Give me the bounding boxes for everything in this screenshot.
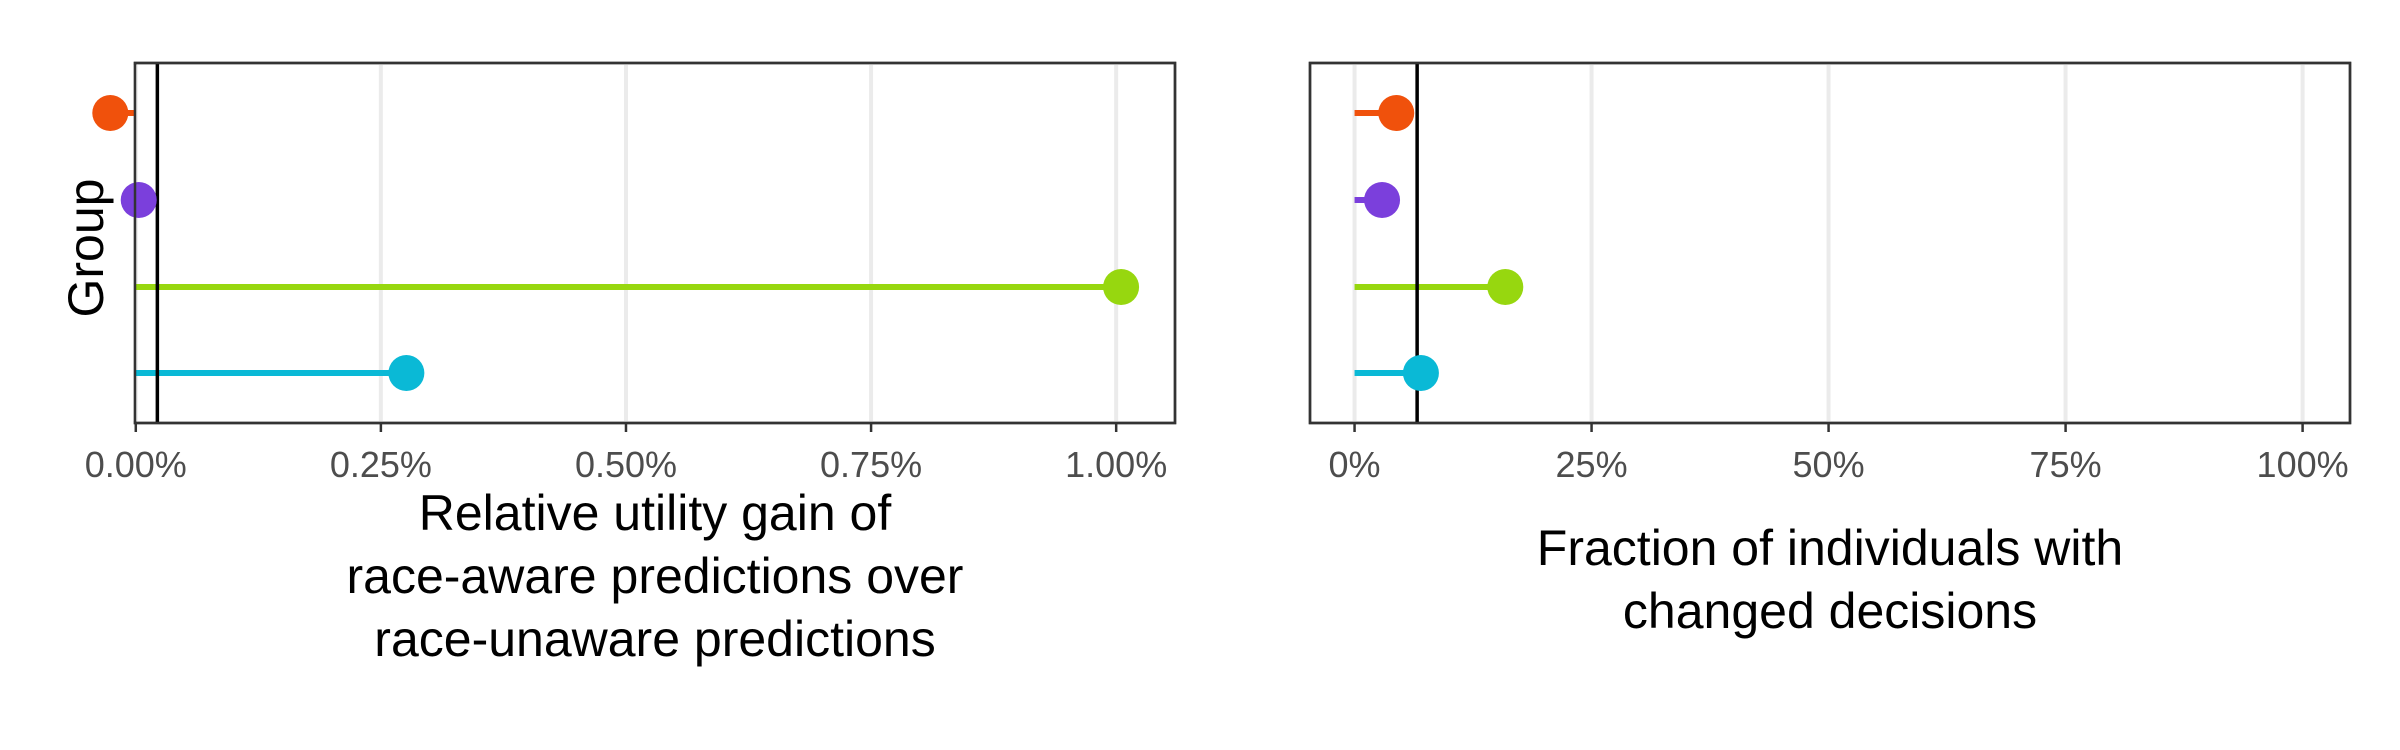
lollipop-point-utility-1 xyxy=(92,95,129,131)
x-axis-title-utility-line-1: Relative utility gain of xyxy=(419,485,892,541)
lollipop-point-utility-3 xyxy=(1103,269,1140,305)
x-axis-title-decisions-line-1: Fraction of individuals with xyxy=(1537,520,2123,576)
chart-panel-changed-decisions: 0% 25% 50% 75% 100% Fraction of individuals w… xyxy=(1308,61,2352,639)
x-tick-label-utility-1: 0.25% xyxy=(330,444,432,485)
x-tick-label-utility-4: 1.00% xyxy=(1065,444,1167,485)
x-axis-title-decisions-line-2: changed decisions xyxy=(1623,583,2037,639)
y-axis-title: Group xyxy=(58,179,114,318)
panel-utility-background xyxy=(133,61,1177,425)
x-tick-label-decisions-1: 25% xyxy=(1556,444,1628,485)
x-tick-label-decisions-4: 100% xyxy=(2257,444,2349,485)
x-axis-title-utility-line-2: race-aware predictions over xyxy=(347,548,964,604)
x-tick-label-decisions-0: 0% xyxy=(1329,444,1381,485)
x-tick-label-utility-2: 0.50% xyxy=(575,444,677,485)
panel-decisions-border xyxy=(1308,61,2352,425)
lollipop-point-decisions-3 xyxy=(1487,269,1524,305)
x-tick-label-decisions-3: 75% xyxy=(2030,444,2102,485)
lollipop-point-utility-2 xyxy=(120,182,157,218)
chart-panel-utility-gain: 0.00% 0.25% 0.50% 0.75% 1.00% Relative utilit… xyxy=(85,61,1177,667)
lollipop-point-decisions-4 xyxy=(1402,355,1439,391)
x-tick-label-decisions-2: 50% xyxy=(1793,444,1865,485)
x-tick-label-utility-3: 0.75% xyxy=(820,444,922,485)
x-axis-title-utility-line-3: race-unaware predictions xyxy=(374,611,935,667)
lollipop-point-utility-4 xyxy=(388,355,425,391)
lollipop-point-decisions-1 xyxy=(1378,95,1415,131)
panel-utility-border xyxy=(133,61,1177,425)
lollipop-point-decisions-2 xyxy=(1364,182,1401,218)
x-tick-label-utility-0: 0.00% xyxy=(85,444,187,485)
